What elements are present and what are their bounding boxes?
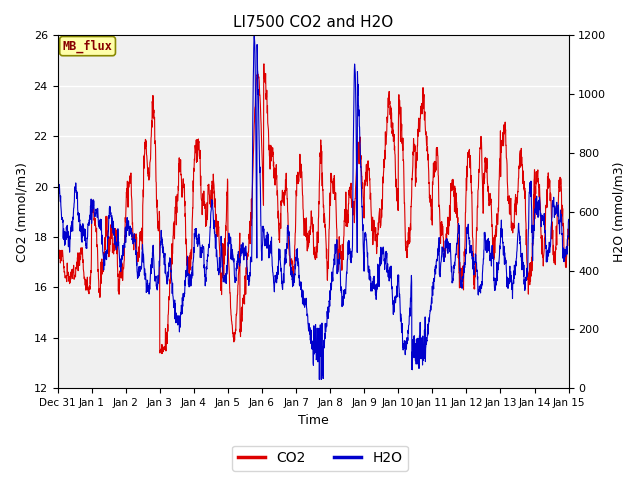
- H2O: [196, 243, 204, 249]
- CO2: [54, 258, 61, 264]
- Title: LI7500 CO2 and H2O: LI7500 CO2 and H2O: [233, 15, 393, 30]
- Text: MB_flux: MB_flux: [63, 39, 113, 53]
- Y-axis label: H2O (mmol/m3): H2O (mmol/m3): [612, 162, 625, 262]
- Legend: CO2, H2O: CO2, H2O: [232, 445, 408, 471]
- H2O: [520, 262, 528, 268]
- CO2: [260, 61, 268, 67]
- H2O: [462, 250, 470, 255]
- Y-axis label: CO2 (mmol/m3): CO2 (mmol/m3): [15, 162, 28, 262]
- CO2: [196, 164, 204, 169]
- H2O: [250, 33, 258, 38]
- H2O: [54, 202, 61, 207]
- CO2: [157, 351, 165, 357]
- H2O: [534, 215, 542, 220]
- Line: H2O: H2O: [58, 36, 568, 380]
- CO2: [534, 179, 542, 185]
- H2O: [316, 377, 323, 383]
- CO2: [462, 209, 470, 215]
- CO2: [328, 177, 336, 183]
- Line: CO2: CO2: [58, 64, 568, 354]
- X-axis label: Time: Time: [298, 414, 328, 427]
- H2O: [564, 216, 572, 222]
- CO2: [564, 236, 572, 241]
- CO2: [339, 242, 347, 248]
- H2O: [328, 269, 336, 275]
- H2O: [339, 298, 347, 303]
- CO2: [520, 182, 528, 188]
